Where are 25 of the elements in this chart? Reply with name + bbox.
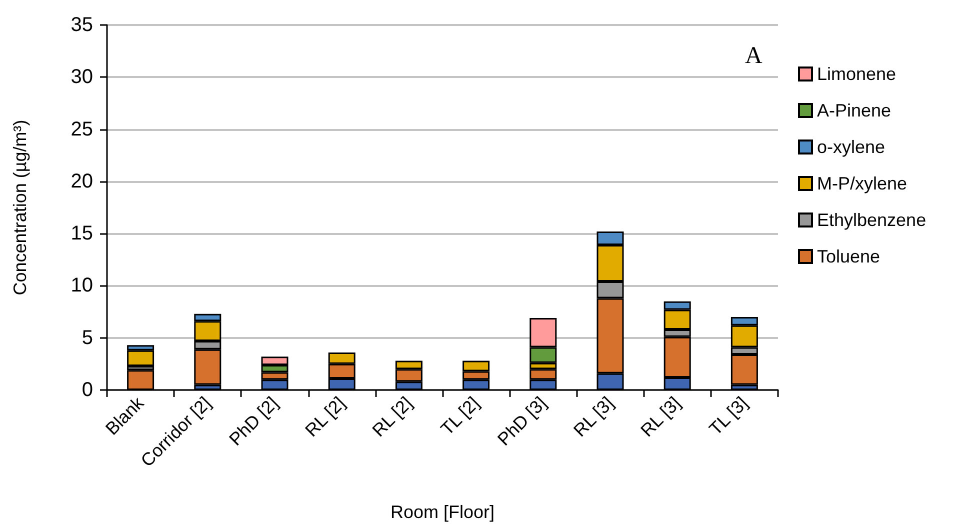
x-tick-label: TL [2] <box>436 392 484 440</box>
x-tick-label: RL [2] <box>368 392 416 441</box>
legend-label: o-xylene <box>817 137 886 157</box>
y-tick-label: 10 <box>70 274 93 297</box>
x-axis-title: Room [Floor] <box>390 502 495 522</box>
x-tick-label: PhD [3] <box>494 392 550 450</box>
x-tick-label: RL [3] <box>570 392 618 441</box>
annotation: A <box>745 43 763 69</box>
legend-label: Toluene <box>817 246 880 266</box>
legend-label: Limonene <box>817 64 896 84</box>
y-tick-label: 0 <box>82 379 93 401</box>
x-tick-label: PhD [2] <box>225 392 282 450</box>
x-tick-label: RL [2] <box>301 392 349 441</box>
y-tick-label: 20 <box>70 170 93 192</box>
y-tick-label: 30 <box>70 66 93 88</box>
y-tick-label: 5 <box>82 326 93 349</box>
y-axis-title: Concentration (µg/m³) <box>10 120 30 296</box>
y-tick-label: 25 <box>70 118 93 140</box>
legend-label: A-Pinene <box>817 100 892 120</box>
x-tick-label: TL [3] <box>705 392 752 440</box>
y-tick-label: 15 <box>70 222 93 245</box>
y-tick-label: 35 <box>70 14 93 36</box>
legend-label: Ethylbenzene <box>817 210 926 230</box>
legend-label: M-P/xylene <box>817 174 908 194</box>
x-tick-label: RL [3] <box>636 392 684 441</box>
